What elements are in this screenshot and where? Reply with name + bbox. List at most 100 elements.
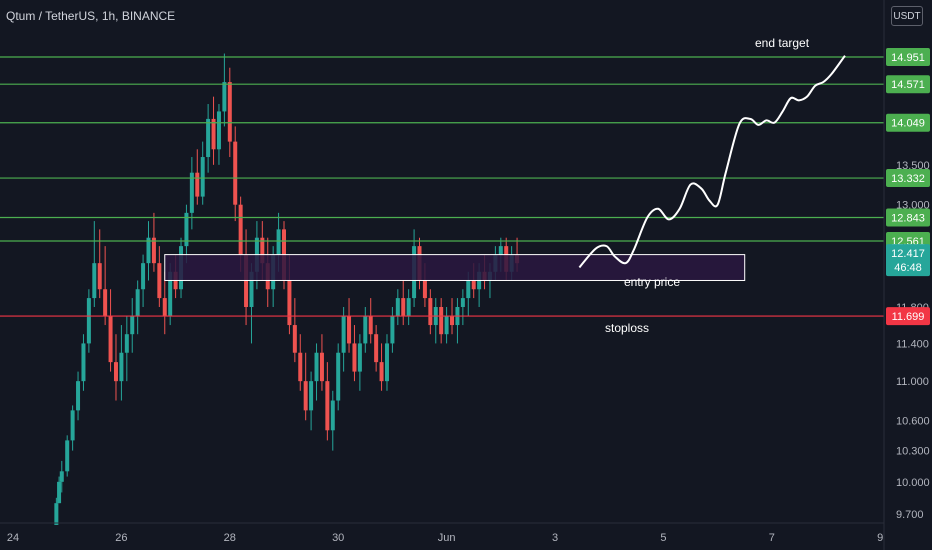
candle-body [130, 315, 135, 335]
candle-body [76, 381, 81, 411]
candle-body [325, 381, 330, 431]
candle-body [309, 381, 314, 411]
candle-body [57, 481, 62, 504]
y-tick-label: 13.500 [896, 160, 930, 172]
candle-body [92, 263, 97, 299]
countdown-text: 46:48 [894, 262, 922, 274]
x-tick-label: 24 [7, 532, 19, 544]
candle-body [222, 82, 227, 112]
candle-body [141, 263, 146, 290]
current-price-text: 12.417 [891, 248, 925, 260]
candle-body [498, 246, 503, 255]
level-price-text: 11.699 [892, 311, 925, 323]
candle-body [347, 315, 352, 344]
candle-body [450, 315, 455, 326]
candle-body [401, 298, 406, 316]
candle-body [59, 471, 64, 482]
level-price-text: 14.951 [891, 52, 925, 64]
level-price-tag [886, 75, 930, 94]
candle-body [146, 237, 151, 264]
candle-body [97, 263, 102, 290]
candle-body [428, 298, 433, 326]
level-price-tag [886, 208, 930, 227]
candle-body [384, 343, 389, 382]
candle-body [374, 334, 379, 363]
x-tick-label: 5 [660, 532, 666, 544]
x-axis: 24 26 28 30 Jun 3 5 7 9 [0, 522, 884, 544]
levels-layer [0, 56, 884, 317]
candle-body [466, 280, 471, 299]
currency-button[interactable]: USDT [891, 6, 923, 26]
stoploss-annotation: stoploss [605, 321, 650, 335]
level-price-text: 12.843 [891, 213, 925, 225]
candle-body [395, 298, 400, 316]
candle-body [113, 362, 118, 382]
y-tick-label: 10.300 [896, 446, 930, 458]
candle-body [195, 172, 200, 197]
candle-body [54, 503, 59, 525]
candle-body [260, 237, 265, 264]
x-tick-label: 7 [769, 532, 775, 544]
candle-body [108, 315, 113, 363]
candle-body [119, 352, 124, 382]
candle-body [363, 315, 368, 344]
candle-body [444, 315, 449, 335]
entry-zone-box [164, 254, 746, 281]
candle-body [216, 111, 221, 150]
current-price-tag [886, 244, 930, 277]
level-labels: 14.95114.57114.04913.33212.84312.56111.6… [886, 48, 930, 326]
candle-body [211, 118, 216, 150]
candles-layer [54, 53, 520, 525]
candle-body [189, 172, 194, 213]
candle-body [276, 229, 281, 255]
candle-body [422, 280, 427, 299]
candle-body [81, 343, 86, 382]
candle-body [151, 237, 156, 264]
candle-body [357, 343, 362, 372]
level-price-text: 13.332 [891, 173, 925, 185]
x-tick-label: 3 [552, 532, 558, 544]
level-price-text: 14.571 [891, 79, 925, 91]
candle-body [206, 118, 211, 158]
candle-body [352, 343, 357, 372]
candle-body [390, 315, 395, 344]
candle-body [233, 141, 238, 205]
x-tick-label: 28 [224, 532, 236, 544]
candle-body [249, 271, 254, 307]
candle-body [227, 82, 232, 142]
chart-title: Qtum / TetherUS, 1h, BINANCE [6, 9, 176, 23]
candle-body [368, 315, 373, 335]
level-price-text: 14.049 [891, 118, 925, 130]
y-tick-label: 11.400 [896, 338, 929, 350]
y-tick-label: 9.700 [896, 509, 924, 521]
y-tick-label: 10.000 [896, 477, 930, 489]
level-price-tag [886, 307, 930, 326]
candle-body [287, 280, 292, 326]
x-tick-label: 30 [332, 532, 344, 544]
candle-body [168, 271, 173, 316]
candle-body [439, 306, 444, 335]
x-tick-label: 26 [115, 532, 127, 544]
level-price-tag [886, 169, 930, 188]
projection-path [578, 55, 846, 269]
candle-body [298, 352, 303, 382]
entry-price-annotation: entry price [624, 275, 681, 289]
candle-body [124, 334, 129, 353]
candle-body [184, 212, 189, 247]
candle-body [379, 362, 384, 382]
candle-body [162, 298, 167, 316]
candle-body [238, 204, 243, 255]
level-price-tag [886, 113, 930, 132]
candle-body [336, 352, 341, 401]
candle-body [200, 157, 205, 197]
candle-body [86, 298, 91, 344]
candle-body [65, 440, 70, 472]
candle-body [135, 289, 140, 316]
x-tick-label: 9 [877, 532, 883, 544]
candle-body [460, 298, 465, 307]
level-price-tag [886, 48, 930, 66]
candle-body [70, 410, 75, 441]
candle-body [471, 280, 476, 290]
candle-body [303, 381, 308, 411]
